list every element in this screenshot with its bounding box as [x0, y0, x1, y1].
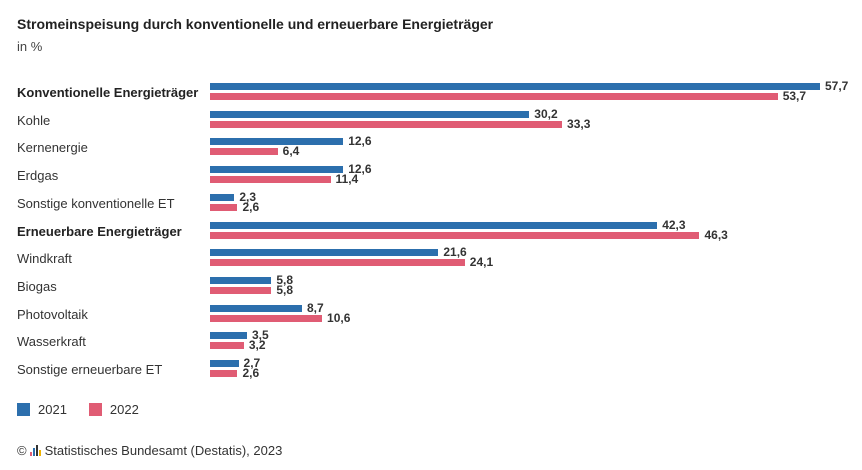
value-label-2021-konventionelle-energietr-ger: 57,7 [825, 79, 849, 93]
value-label-2022-sonstige-erneuerbare-et: 2,6 [242, 366, 260, 380]
value-label-2021-erneuerbare-energietr-ger: 42,3 [662, 217, 686, 232]
value-label-2022-kohle: 33,3 [567, 116, 591, 131]
copyright-symbol: © [17, 443, 27, 458]
value-label-2022-photovoltaik: 10,6 [327, 310, 351, 325]
bar-2021-erdgas [210, 166, 344, 174]
bar-2022-photovoltaik [210, 314, 323, 322]
bar-2021-erneuerbare-energietr-ger [210, 221, 658, 229]
category-label-sonstige-konventionelle-et: Sonstige konventionelle ET [17, 195, 175, 211]
bar-2021-biogas [210, 276, 272, 284]
category-label-biogas: Biogas [17, 278, 57, 294]
category-label-windkraft: Windkraft [17, 251, 72, 267]
value-label-2021-kohle: 30,2 [534, 106, 558, 121]
value-label-2021-windkraft: 21,6 [443, 245, 467, 260]
bar-2021-wasserkraft [210, 332, 247, 340]
value-label-2022-erdgas: 11,4 [335, 172, 359, 187]
bar-2021-kohle [210, 110, 530, 118]
bar-2021-kernenergie [210, 138, 344, 146]
bar-2022-sonstige-erneuerbare-et [210, 370, 238, 377]
legend-label-2022: 2022 [109, 402, 139, 417]
source-footer: © Statistisches Bundesamt (Destatis), 20… [17, 443, 282, 458]
category-label-photovoltaik: Photovoltaik [17, 306, 88, 322]
value-label-2022-sonstige-konventionelle-et: 2,6 [242, 199, 260, 214]
chart-title: Stromeinspeisung durch konventionelle un… [17, 16, 494, 32]
category-label-konventionelle-energietr-ger: Konventionelle Energieträger [17, 85, 199, 100]
legend-swatch-2021 [17, 403, 30, 416]
bar-2022-wasserkraft [210, 342, 244, 350]
destatis-logo-icon [29, 445, 42, 456]
value-label-2021-biogas: 5,8 [276, 272, 293, 287]
value-label-2021-erdgas: 12,6 [348, 162, 372, 177]
value-label-2021-sonstige-erneuerbare-et: 2,7 [243, 356, 261, 370]
bar-2022-kernenergie [210, 148, 278, 156]
value-label-2022-konventionelle-energietr-ger: 53,7 [782, 89, 807, 103]
bar-2022-biogas [210, 286, 272, 294]
category-label-kohle: Kohle [17, 112, 51, 128]
legend: 2021 2022 [17, 402, 161, 417]
legend-label-2021: 2021 [38, 402, 67, 417]
value-label-2022-windkraft: 24,1 [469, 255, 494, 270]
category-label-erdgas: Erdgas [17, 168, 59, 184]
bar-2022-kohle [210, 120, 563, 128]
bar-2021-windkraft [210, 249, 439, 257]
value-label-2022-kernenergie: 6,4 [282, 144, 300, 159]
category-label-kernenergie: Kernenergie [17, 140, 88, 156]
legend-swatch-2022 [88, 403, 102, 416]
value-label-2022-biogas: 5,8 [276, 282, 293, 297]
chart-subtitle: in % [17, 39, 43, 54]
value-label-2022-wasserkraft: 3,2 [248, 338, 266, 353]
bar-2022-erdgas [210, 176, 331, 184]
category-label-erneuerbare-energietr-ger: Erneuerbare Energieträger [17, 223, 182, 239]
category-label-sonstige-erneuerbare-et: Sonstige erneuerbare ET [17, 362, 163, 377]
bar-2022-windkraft [210, 259, 465, 267]
value-label-2021-kernenergie: 12,6 [348, 134, 372, 149]
bar-2021-sonstige-erneuerbare-et [210, 360, 239, 367]
source-text: Statistisches Bundesamt (Destatis), 2023 [44, 443, 283, 458]
legend-item-2022: 2022 [88, 402, 139, 417]
bar-2022-erneuerbare-energietr-ger [210, 231, 700, 239]
legend-item-2021: 2021 [17, 402, 67, 417]
value-label-2022-erneuerbare-energietr-ger: 46,3 [704, 227, 728, 242]
value-label-2021-sonstige-konventionelle-et: 2,3 [239, 189, 256, 204]
bar-2021-konventionelle-energietr-ger [210, 83, 820, 90]
bar-2022-konventionelle-energietr-ger [210, 93, 778, 100]
bar-2022-sonstige-konventionelle-et [210, 203, 238, 211]
category-label-wasserkraft: Wasserkraft [17, 334, 86, 350]
value-label-2021-wasserkraft: 3,5 [252, 328, 269, 343]
bar-2021-photovoltaik [210, 304, 302, 312]
bar-2021-sonstige-konventionelle-et [210, 193, 235, 201]
value-label-2021-photovoltaik: 8,7 [306, 300, 324, 315]
